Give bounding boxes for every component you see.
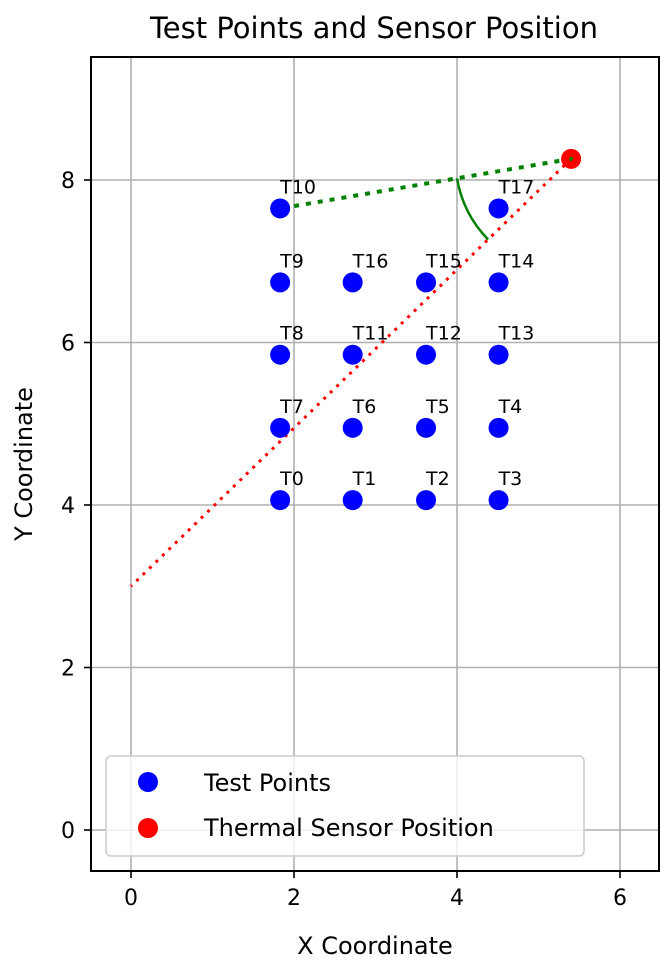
sensor-center-dot: [569, 156, 574, 161]
test-point-marker: [270, 417, 291, 438]
test-point-marker: [416, 344, 437, 365]
test-point-marker: [270, 490, 291, 511]
y-axis-label: Y Coordinate: [10, 387, 38, 542]
y-axis-ticks: 0 2 4 6 8: [61, 169, 91, 844]
legend: Test Points Thermal Sensor Position: [105, 755, 585, 857]
test-point-label: T9: [279, 250, 304, 272]
sensor-to-t10-dotted-line: [279, 156, 572, 211]
test-point-marker: [416, 417, 437, 438]
test-point-label: T13: [498, 323, 535, 345]
data-points: T0 T1 T2 T3 T4 T5 T6 T7 T8 T9 T10 T11 T12 T13 T14 T15 T1…: [270, 148, 582, 511]
test-point-label: T16: [352, 250, 389, 272]
y-tick-label: 8: [61, 169, 75, 194]
x-tick-label: 6: [613, 886, 627, 911]
test-point-marker: [488, 490, 509, 511]
test-point-marker: [342, 272, 363, 293]
test-point-marker: [342, 417, 363, 438]
test-point-label: T15: [425, 250, 462, 272]
angle-arc: [455, 178, 489, 241]
legend-marker-sensor-icon: [138, 818, 158, 838]
test-point-label: T7: [279, 396, 304, 418]
x-axis-ticks: 0 2 4 6: [124, 871, 627, 911]
plot-frame: [90, 56, 660, 872]
test-point-marker: [488, 272, 509, 293]
test-point-label: T8: [279, 323, 304, 345]
x-tick-label: 2: [287, 886, 301, 911]
chart-title: Test Points and Sensor Position: [149, 11, 598, 45]
y-tick-label: 4: [61, 494, 75, 519]
test-point-marker: [488, 198, 509, 219]
test-point-marker: [342, 344, 363, 365]
legend-label-test-points: Test Points: [203, 769, 331, 797]
test-point-label: T14: [498, 250, 535, 272]
test-point-label: T12: [425, 323, 462, 345]
test-point-marker: [416, 490, 437, 511]
test-point-marker: [416, 272, 437, 293]
x-tick-label: 0: [124, 886, 138, 911]
legend-label-sensor: Thermal Sensor Position: [203, 814, 494, 842]
annotation-lines: [129, 156, 573, 588]
test-point-label: T11: [352, 323, 389, 345]
x-tick-label: 4: [450, 886, 464, 911]
test-point-marker: [270, 344, 291, 365]
test-point-marker: [488, 344, 509, 365]
test-point-label: T3: [498, 468, 523, 490]
test-point-label: T0: [279, 468, 304, 490]
test-point-label: T5: [425, 396, 450, 418]
test-point-label: T2: [425, 468, 450, 490]
test-point-marker: [342, 490, 363, 511]
test-point-marker: [270, 272, 291, 293]
legend-box: [105, 755, 585, 857]
sensor-to-origin-dotted-line: [129, 157, 573, 588]
grid-lines: [91, 57, 659, 871]
test-point-label: T4: [498, 396, 523, 418]
test-point-label: T1: [352, 468, 377, 490]
test-point-label: T10: [279, 176, 316, 198]
test-point-label: T17: [498, 176, 535, 198]
test-point-label: T6: [352, 396, 377, 418]
test-point-marker: [488, 417, 509, 438]
legend-marker-test-points-icon: [138, 772, 158, 792]
test-point-marker: [270, 198, 291, 219]
y-tick-label: 2: [61, 657, 75, 682]
y-tick-label: 0: [61, 819, 75, 844]
x-axis-label: X Coordinate: [297, 932, 453, 960]
y-tick-label: 6: [61, 332, 75, 357]
